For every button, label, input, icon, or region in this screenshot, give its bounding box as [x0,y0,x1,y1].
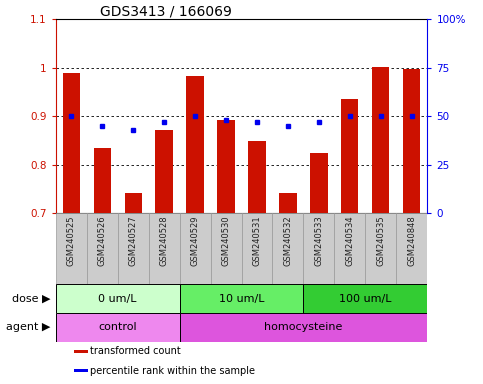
Bar [56,213,86,284]
Text: transformed count: transformed count [90,346,181,356]
Bar [125,193,142,213]
Bar [334,213,366,284]
Bar [117,213,149,284]
Bar [303,213,334,284]
Text: GSM240525: GSM240525 [67,215,75,266]
Text: GSM240533: GSM240533 [314,215,324,266]
Text: GSM240848: GSM240848 [408,215,416,266]
Bar [311,152,327,213]
Bar [149,213,180,284]
Bar [74,350,87,353]
Text: 0 um/L: 0 um/L [98,293,137,304]
Bar [74,369,87,372]
Bar [242,213,272,284]
Text: GSM240531: GSM240531 [253,215,261,266]
Text: agent ▶: agent ▶ [6,322,51,333]
Text: dose ▶: dose ▶ [12,293,51,304]
Bar [372,67,389,213]
Text: GDS3413 / 166069: GDS3413 / 166069 [100,4,232,18]
Bar [248,141,266,213]
Text: GSM240532: GSM240532 [284,215,293,266]
Bar [56,313,180,342]
Text: control: control [98,322,137,333]
Bar [186,76,203,213]
Text: GSM240528: GSM240528 [159,215,169,266]
Bar [217,119,235,213]
Text: percentile rank within the sample: percentile rank within the sample [90,366,255,376]
Text: GSM240526: GSM240526 [98,215,107,266]
Bar [403,69,421,213]
Bar [272,213,303,284]
Text: GSM240529: GSM240529 [190,215,199,266]
Bar [86,213,117,284]
Text: GSM240534: GSM240534 [345,215,355,266]
Text: GSM240530: GSM240530 [222,215,230,266]
Bar [94,148,111,213]
Bar [180,284,303,313]
Bar [280,193,297,213]
Bar [303,284,427,313]
Bar [180,213,211,284]
Text: GSM240527: GSM240527 [128,215,138,266]
Bar [341,99,358,213]
Bar [62,73,80,213]
Bar [211,213,242,284]
Text: 10 um/L: 10 um/L [219,293,264,304]
Text: homocysteine: homocysteine [264,322,342,333]
Bar [397,213,427,284]
Bar [56,284,180,313]
Bar [156,130,172,213]
Text: GSM240535: GSM240535 [376,215,385,266]
Text: 100 um/L: 100 um/L [339,293,392,304]
Bar [180,313,427,342]
Bar [366,213,397,284]
